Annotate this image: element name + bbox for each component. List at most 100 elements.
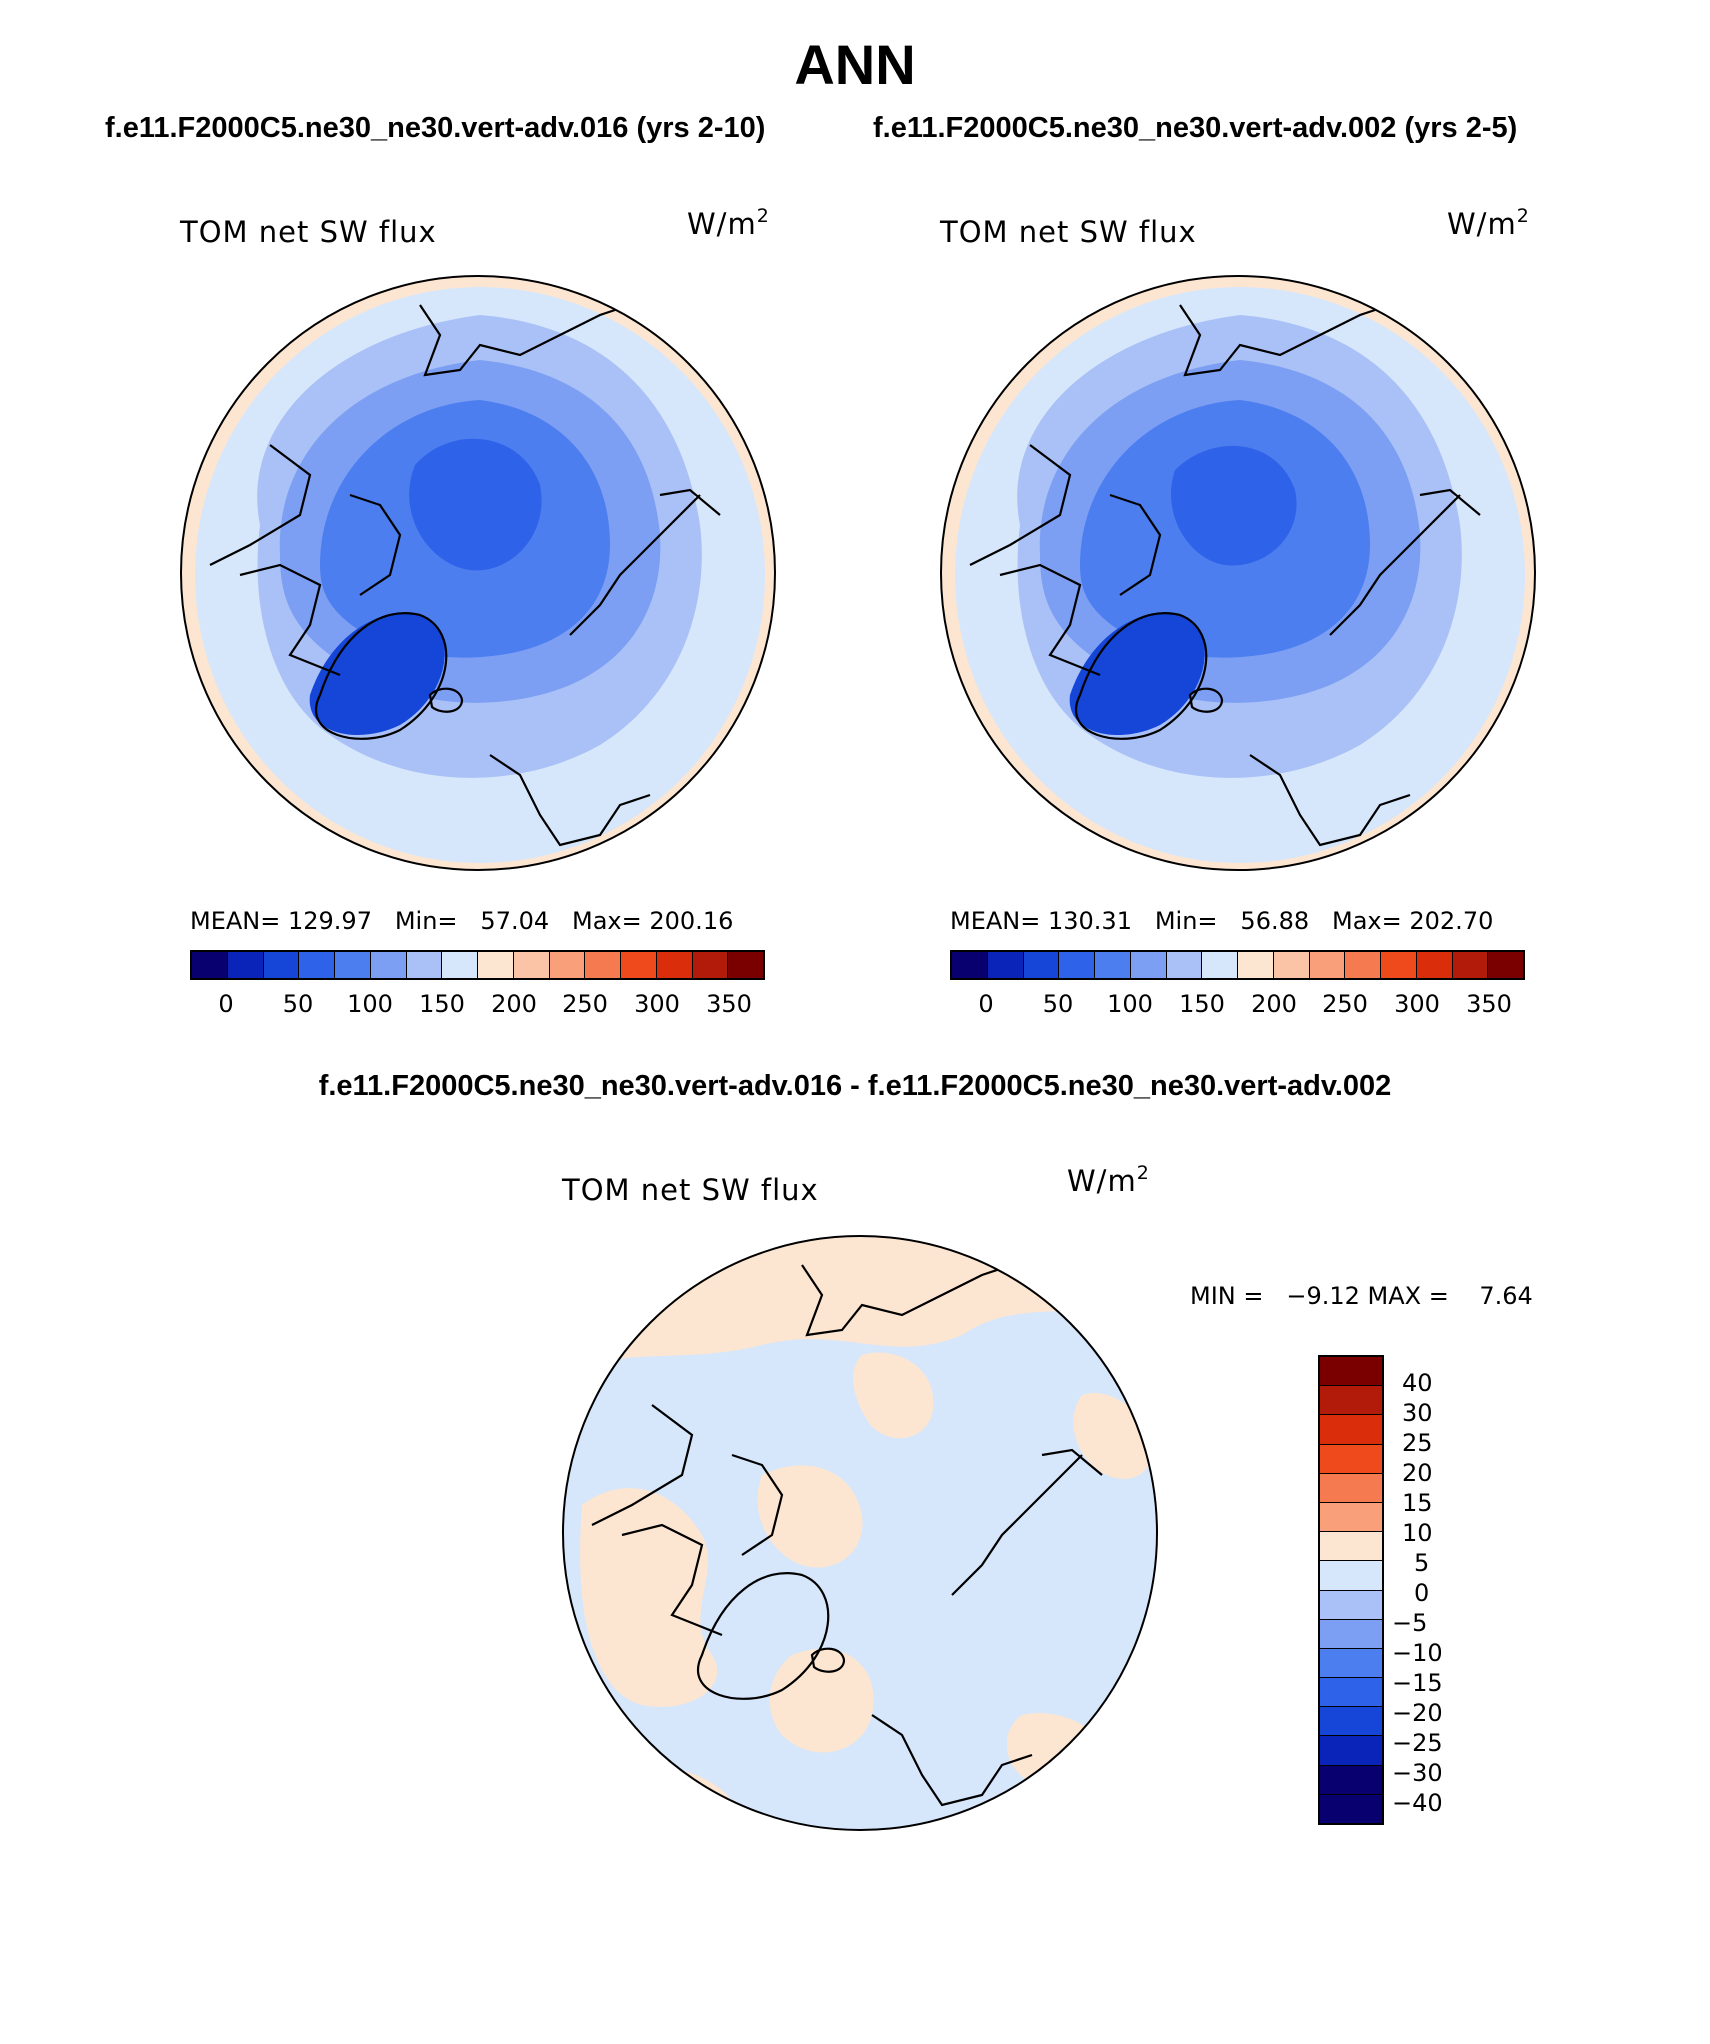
colorbar-swatch [1273,952,1310,978]
colorbar-swatch [1059,952,1095,978]
colorbar-tick: 250 [1322,990,1368,1018]
variable-label-diff: TOM net SW flux [562,1173,819,1207]
colorbar-swatch [1202,952,1238,978]
colorbar-tick: 50 [282,990,314,1018]
colorbar-left-ticks: 0 50 100 150 200 250 300 350 [190,990,765,1020]
colorbar-swatch [621,952,657,978]
colorbar-swatch [1320,1765,1382,1795]
colorbar-swatch [478,952,514,978]
case-title-left: f.e11.F2000C5.ne30_ne30.vert-adv.016 (yr… [105,112,766,144]
polar-map-left [180,275,776,871]
colorbar-tick: −5 [1392,1609,1428,1637]
colorbar-swatch [1320,1561,1382,1591]
colorbar-swatch [1320,1707,1382,1737]
colorbar-swatch [192,952,228,978]
units-label-diff: W/m2 [1067,1162,1150,1198]
colorbar-swatch [1320,1619,1382,1649]
colorbar-swatch [728,952,763,978]
colorbar-swatch [442,952,478,978]
colorbar-swatch [1320,1736,1382,1766]
colorbar-tick: 50 [1042,990,1074,1018]
colorbar-swatch [1320,1357,1382,1387]
figure-title: ANN [794,33,916,96]
colorbar-tick: 25 [1402,1429,1433,1457]
colorbar-swatch [1130,952,1167,978]
colorbar-left [190,950,765,980]
colorbar-swatch [1320,1444,1382,1474]
colorbar-tick: 15 [1402,1489,1433,1517]
case-title-right: f.e11.F2000C5.ne30_ne30.vert-adv.002 (yr… [873,112,1518,144]
colorbar-swatch [1023,952,1060,978]
colorbar-tick: −25 [1392,1729,1443,1757]
colorbar-swatch [1381,952,1417,978]
stats-difference: MIN = −9.12 MAX = 7.64 [1190,1282,1533,1310]
colorbar-swatch [1320,1473,1382,1503]
colorbar-tick: 20 [1402,1459,1433,1487]
colorbar-swatch [1309,952,1346,978]
colorbar-tick: 150 [1179,990,1225,1018]
colorbar-tick: 200 [1251,990,1297,1018]
polar-map-difference [562,1235,1158,1831]
colorbar-tick: 100 [1107,990,1153,1018]
colorbar-swatch [513,952,550,978]
colorbar-swatch [1452,952,1489,978]
colorbar-swatch [1320,1532,1382,1562]
stats-right: MEAN= 130.31 Min= 56.88 Max= 202.70 [950,907,1494,935]
colorbar-right-ticks: 0 50 100 150 200 250 300 350 [950,990,1525,1020]
colorbar-tick: 40 [1402,1369,1433,1397]
colorbar-swatch [656,952,693,978]
colorbar-swatch [1320,1415,1382,1445]
colorbar-swatch [549,952,586,978]
colorbar-swatch [227,952,264,978]
polar-map-right [940,275,1536,871]
colorbar-swatch [987,952,1024,978]
units-label-left: W/m2 [687,205,770,241]
colorbar-right [950,950,1525,980]
colorbar-swatch [585,952,621,978]
colorbar-tick: −15 [1392,1669,1443,1697]
colorbar-difference-ticks: 40 30 25 20 15 10 5 0 −5 −10 −15 −20 −25… [1392,1355,1472,1825]
colorbar-swatch [1416,952,1453,978]
colorbar-tick: 5 [1414,1549,1430,1577]
colorbar-swatch [263,952,300,978]
colorbar-tick: 0 [1414,1579,1430,1607]
colorbar-swatch [1095,952,1131,978]
colorbar-swatch [1320,1678,1382,1708]
colorbar-tick: 100 [347,990,393,1018]
colorbar-swatch [1320,1386,1382,1416]
colorbar-tick: 250 [562,990,608,1018]
colorbar-tick: −30 [1392,1759,1443,1787]
colorbar-swatch [1238,952,1274,978]
colorbar-tick: 350 [1466,990,1512,1018]
colorbar-tick: −20 [1392,1699,1443,1727]
colorbar-tick: 300 [634,990,680,1018]
colorbar-tick: −40 [1392,1789,1443,1817]
colorbar-tick: 0 [218,990,234,1018]
colorbar-swatch [370,952,407,978]
difference-title: f.e11.F2000C5.ne30_ne30.vert-adv.016 - f… [318,1070,1392,1102]
colorbar-tick: 30 [1402,1399,1433,1427]
colorbar-tick: 10 [1402,1519,1433,1547]
colorbar-swatch [1320,1648,1382,1679]
colorbar-swatch [692,952,729,978]
stats-left: MEAN= 129.97 Min= 57.04 Max= 200.16 [190,907,734,935]
colorbar-swatch [1488,952,1523,978]
variable-label-right: TOM net SW flux [940,215,1197,249]
colorbar-tick: 0 [978,990,994,1018]
colorbar-tick: 200 [491,990,537,1018]
colorbar-swatch [1166,952,1203,978]
colorbar-swatch [1320,1590,1382,1620]
colorbar-tick: 300 [1394,990,1440,1018]
colorbar-swatch [335,952,371,978]
colorbar-swatch [1320,1794,1382,1823]
variable-label-left: TOM net SW flux [180,215,437,249]
colorbar-tick: −10 [1392,1639,1443,1667]
colorbar-swatch [952,952,988,978]
colorbar-swatch [406,952,443,978]
colorbar-difference [1318,1355,1384,1825]
colorbar-tick: 350 [706,990,752,1018]
colorbar-swatch [1345,952,1381,978]
colorbar-swatch [1320,1502,1382,1533]
colorbar-swatch [299,952,335,978]
units-label-right: W/m2 [1447,205,1530,241]
